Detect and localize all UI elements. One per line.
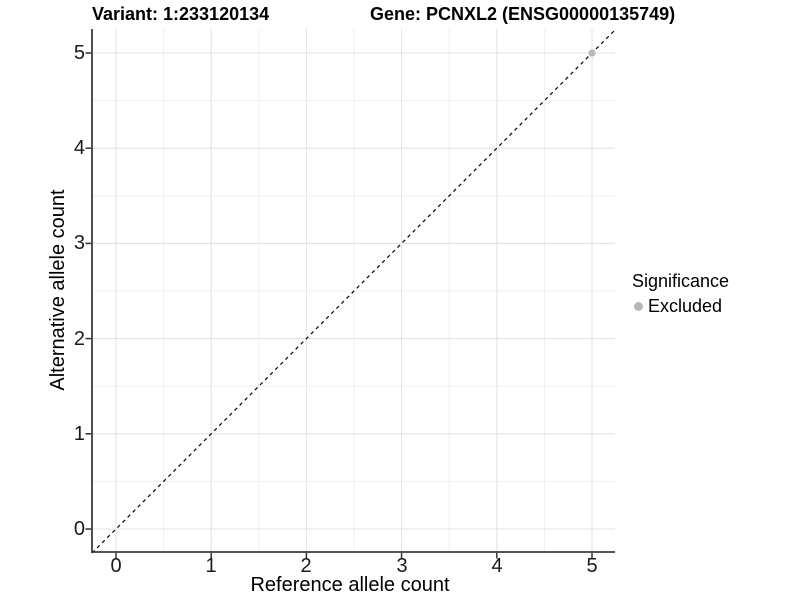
legend-item-excluded: Excluded (632, 295, 729, 317)
plot-title-variant: Variant: 1:233120134 (92, 4, 270, 24)
grid-minor (92, 29, 615, 552)
y-tick-label-4: 4 (73, 137, 85, 159)
y-tick-label-0: 0 (73, 518, 85, 540)
identity-dashed-line (91, 28, 617, 554)
x-tick-label-4: 4 (491, 555, 503, 577)
y-axis-title: Alternative allele count (47, 189, 69, 391)
legend-item-label: Excluded (648, 296, 723, 316)
plot-title-gene: Gene: PCNXL2 (ENSG00000135749) (370, 4, 676, 24)
y-tick-label-1: 1 (73, 423, 85, 445)
legend: Significance Excluded (632, 270, 729, 317)
plot-panel (85, 28, 617, 559)
y-tick-label-5: 5 (73, 42, 85, 64)
x-tick-label-1: 1 (205, 555, 217, 577)
y-tick-label-2: 2 (73, 328, 85, 350)
legend-title: Significance (632, 271, 730, 291)
x-tick-label-2: 2 (300, 555, 312, 577)
x-tick-label-3: 3 (396, 555, 408, 577)
circle-dot-icon (634, 301, 643, 311)
x-tick-label-5: 5 (586, 555, 598, 577)
y-tick-label-3: 3 (73, 232, 85, 254)
tick-marks (85, 52, 593, 559)
x-tick-label-0: 0 (110, 555, 122, 577)
x-axis-title: Reference allele count (250, 574, 450, 596)
data-point-excluded (588, 49, 596, 57)
grid-major (92, 29, 615, 552)
axis-lines (91, 29, 615, 553)
